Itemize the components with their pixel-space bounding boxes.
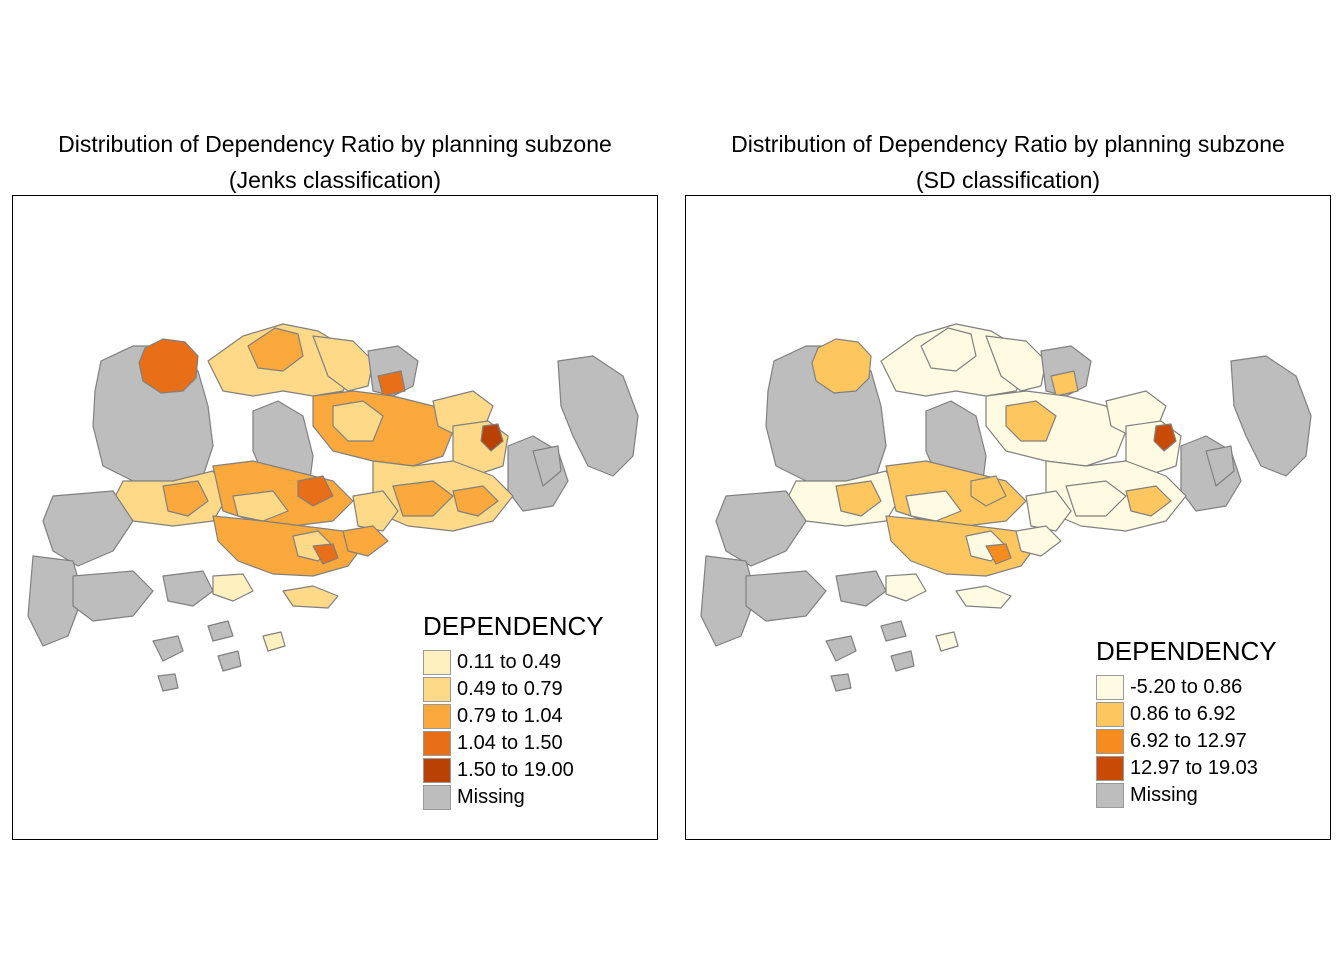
legend-title: DEPENDENCY [423,611,604,641]
legend-label: Missing [1130,784,1198,806]
legend-label: -5.20 to 0.86 [1130,676,1243,698]
legend-label: 0.49 to 0.79 [457,678,563,700]
map-title-line1: Distribution of Dependency Ratio by plan… [731,131,1285,157]
legend-item: Missing [423,784,604,811]
legend-item: Missing [1096,782,1277,809]
legend-label: 12.97 to 19.03 [1130,757,1258,779]
legend-swatch [423,785,451,810]
singapore-choropleth-sd [700,323,1312,692]
legend-label: 1.04 to 1.50 [457,732,563,754]
legend-swatch [423,650,451,675]
legend-item: 0.49 to 0.79 [423,676,604,703]
legend-item: -5.20 to 0.86 [1096,674,1277,701]
legend-swatch [423,677,451,702]
legend-sd: DEPENDENCY -5.20 to 0.86 0.86 to 6.92 6.… [1096,636,1277,809]
legend-item: 0.86 to 6.92 [1096,701,1277,728]
legend-swatch [423,704,451,729]
legend-label: 0.79 to 1.04 [457,705,563,727]
legend-item: 0.79 to 1.04 [423,703,604,730]
map-title-line2: (Jenks classification) [228,167,442,193]
legend-label: Missing [457,786,525,808]
legend-item: 1.50 to 19.00 [423,757,604,784]
legend-label: 0.86 to 6.92 [1130,703,1236,725]
map-title-line1: Distribution of Dependency Ratio by plan… [58,131,612,157]
singapore-choropleth-jenks [27,323,639,692]
map-title-line2: (SD classification) [915,167,1101,193]
legend-label: 0.11 to 0.49 [457,651,562,673]
map-title-jenks: Distribution of Dependency Ratio by plan… [12,126,658,198]
legend-label: 6.92 to 12.97 [1130,730,1247,752]
legend-item: 12.97 to 19.03 [1096,755,1277,782]
map-title-sd: Distribution of Dependency Ratio by plan… [685,126,1331,198]
legend-swatch [423,758,451,783]
legend-swatch [1096,729,1124,754]
map-panel-jenks: Distribution of Dependency Ratio by plan… [12,120,658,840]
legend-swatch [423,731,451,756]
map-frame-sd: DEPENDENCY -5.20 to 0.86 0.86 to 6.92 6.… [685,195,1331,840]
legend-swatch [1096,756,1124,781]
map-panel-sd: Distribution of Dependency Ratio by plan… [685,120,1331,840]
legend-item: 6.92 to 12.97 [1096,728,1277,755]
map-frame-jenks: DEPENDENCY 0.11 to 0.49 0.49 to 0.79 0.7… [12,195,658,840]
legend-swatch [1096,675,1124,700]
legend-item: 1.04 to 1.50 [423,730,604,757]
legend-jenks: DEPENDENCY 0.11 to 0.49 0.49 to 0.79 0.7… [423,611,604,811]
legend-title: DEPENDENCY [1096,636,1277,666]
legend-swatch [1096,702,1124,727]
legend-swatch [1096,783,1124,808]
legend-label: 1.50 to 19.00 [457,759,574,781]
legend-item: 0.11 to 0.49 [423,649,604,676]
